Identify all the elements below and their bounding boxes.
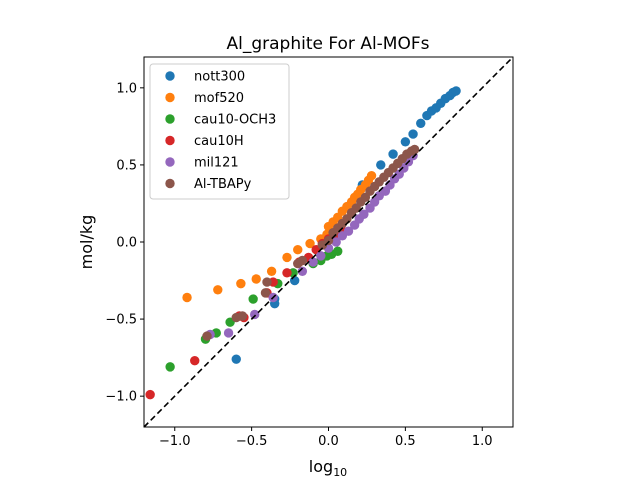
data-point — [366, 171, 377, 181]
data-point — [182, 292, 192, 303]
legend-marker — [165, 178, 175, 189]
legend-label: Al-TBAPy — [194, 177, 252, 192]
y-tick-label: −1.0 — [105, 390, 137, 405]
data-point — [202, 331, 212, 341]
data-point — [293, 245, 303, 255]
x-axis-label-subscript: 10 — [333, 466, 347, 479]
data-point — [409, 144, 420, 155]
data-point — [251, 274, 261, 284]
legend-label: nott300 — [194, 70, 245, 85]
plot-area: −1.0 −0.5 0.0 0.5 1.0 −1.0 −0.5 0.0 0.5 1.0 — [105, 56, 514, 449]
data-point — [400, 137, 411, 147]
x-axis-label: log10 — [309, 457, 347, 479]
legend-label: mil121 — [194, 156, 239, 171]
legend-label: cau10H — [194, 134, 244, 149]
legend-marker — [165, 157, 175, 167]
data-point — [359, 209, 369, 219]
plot-frame — [143, 56, 514, 428]
data-point — [223, 328, 234, 338]
data-point — [297, 255, 308, 266]
legend: nott300 mof520 cau10-OCH3 cau10H mil121 Al-TB… — [149, 63, 290, 200]
data-point — [282, 252, 292, 263]
legend-marker — [165, 92, 175, 103]
data-point — [262, 277, 272, 287]
data-point — [316, 251, 326, 261]
x-tick-label: 0.0 — [318, 434, 339, 449]
data-point — [248, 294, 258, 304]
legend-marker — [165, 135, 175, 146]
data-point — [236, 278, 246, 289]
data-point — [308, 257, 318, 267]
reference-line — [143, 56, 514, 428]
data-point — [388, 149, 398, 159]
data-point — [266, 266, 277, 276]
data-point — [260, 288, 271, 298]
y-tick-label: 1.0 — [116, 81, 137, 96]
data-point — [343, 226, 354, 236]
data-point — [282, 268, 292, 278]
data-point — [165, 362, 175, 372]
data-point — [305, 238, 315, 249]
data-point — [323, 235, 334, 246]
data-point — [231, 354, 241, 364]
data-point — [213, 285, 223, 295]
data-point — [331, 237, 341, 247]
data-point — [416, 118, 426, 128]
data-point — [250, 309, 260, 320]
legend-label: cau10-OCH3 — [194, 113, 276, 128]
data-point — [333, 246, 343, 256]
legend-label: mof520 — [194, 91, 244, 106]
data-point — [376, 160, 386, 170]
data-point — [408, 129, 418, 139]
legend-marker — [165, 71, 175, 81]
x-tick-label: 1.0 — [472, 434, 493, 449]
y-tick-label: 0.0 — [116, 236, 137, 251]
legend-box — [149, 63, 290, 200]
data-point — [145, 389, 155, 400]
data-point — [451, 86, 461, 96]
legend-marker — [165, 114, 175, 124]
chart-title: Al_graphite For Al-MOFs — [226, 34, 429, 54]
x-axis-label-base: log — [309, 457, 333, 476]
y-tick-label: −0.5 — [105, 313, 137, 328]
y-tick-label: 0.5 — [116, 158, 137, 173]
x-tick-label: −1.0 — [159, 434, 191, 449]
y-axis-label: mol/kg — [77, 215, 96, 270]
data-point — [297, 266, 308, 276]
x-tick-label: −0.5 — [236, 434, 268, 449]
series-Al-TBAPy — [202, 144, 420, 341]
data-point — [190, 356, 200, 366]
x-tick-label: 0.5 — [395, 434, 416, 449]
data-point — [237, 311, 248, 321]
